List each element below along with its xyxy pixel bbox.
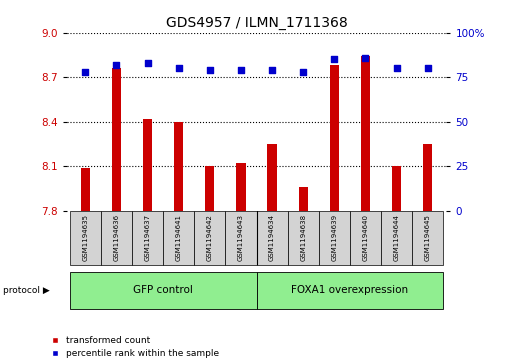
Bar — [423, 144, 432, 211]
FancyBboxPatch shape — [256, 272, 443, 309]
Point — [237, 67, 245, 73]
Text: GSM1194639: GSM1194639 — [331, 214, 337, 261]
Point — [174, 65, 183, 71]
FancyBboxPatch shape — [194, 211, 225, 265]
FancyBboxPatch shape — [70, 272, 256, 309]
FancyBboxPatch shape — [381, 211, 412, 265]
FancyBboxPatch shape — [163, 211, 194, 265]
Text: GSM1194641: GSM1194641 — [176, 214, 182, 261]
Legend: transformed count, percentile rank within the sample: transformed count, percentile rank withi… — [46, 336, 220, 359]
Text: GSM1194636: GSM1194636 — [113, 214, 120, 261]
FancyBboxPatch shape — [350, 211, 381, 265]
Point — [144, 60, 152, 66]
Title: GDS4957 / ILMN_1711368: GDS4957 / ILMN_1711368 — [166, 16, 347, 30]
Text: GSM1194638: GSM1194638 — [300, 214, 306, 261]
Text: FOXA1 overexpression: FOXA1 overexpression — [291, 285, 408, 295]
Bar — [361, 56, 370, 211]
Bar — [392, 166, 401, 211]
Bar — [205, 166, 214, 211]
Text: GSM1194643: GSM1194643 — [238, 214, 244, 261]
Text: GSM1194637: GSM1194637 — [145, 214, 151, 261]
Text: GSM1194642: GSM1194642 — [207, 214, 213, 261]
FancyBboxPatch shape — [132, 211, 163, 265]
Bar — [143, 119, 152, 211]
Point — [330, 56, 339, 62]
Bar — [299, 187, 308, 211]
FancyBboxPatch shape — [288, 211, 319, 265]
Bar — [174, 122, 183, 211]
FancyBboxPatch shape — [256, 211, 288, 265]
Point — [112, 62, 121, 68]
Text: GSM1194640: GSM1194640 — [362, 214, 368, 261]
Point — [392, 65, 401, 71]
Bar — [112, 68, 121, 211]
Point — [299, 69, 307, 75]
Text: GSM1194645: GSM1194645 — [425, 214, 430, 261]
Point — [81, 69, 89, 75]
Text: GSM1194634: GSM1194634 — [269, 214, 275, 261]
FancyBboxPatch shape — [225, 211, 256, 265]
Bar — [330, 65, 339, 211]
Text: GSM1194644: GSM1194644 — [393, 214, 400, 261]
Text: GSM1194635: GSM1194635 — [83, 214, 88, 261]
Point — [206, 67, 214, 73]
FancyBboxPatch shape — [319, 211, 350, 265]
Point — [268, 67, 276, 73]
Text: GFP control: GFP control — [133, 285, 193, 295]
Point — [424, 65, 432, 71]
FancyBboxPatch shape — [70, 211, 101, 265]
FancyBboxPatch shape — [101, 211, 132, 265]
Bar — [81, 168, 90, 211]
FancyBboxPatch shape — [412, 211, 443, 265]
Text: protocol ▶: protocol ▶ — [3, 286, 49, 295]
Point — [361, 55, 369, 61]
Bar — [267, 144, 277, 211]
Bar — [236, 163, 246, 211]
